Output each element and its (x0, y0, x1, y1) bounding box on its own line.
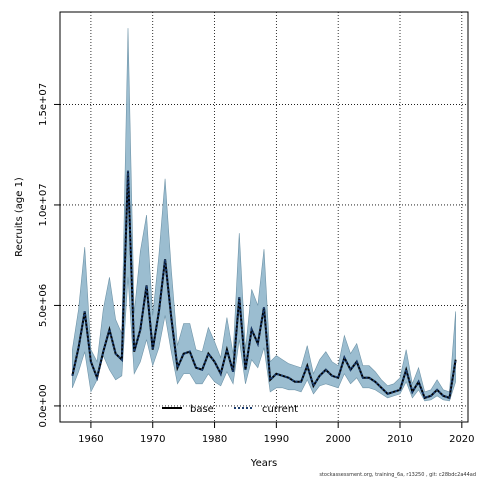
x-tick-label-1: 1970 (140, 434, 165, 445)
x-axis-label: Years (250, 458, 277, 469)
y-tick-label-3: 1.5e+07 (38, 83, 49, 126)
confidence-band (72, 28, 456, 402)
x-tick-label-6: 2020 (449, 434, 474, 445)
series-line-current (71, 170, 457, 400)
x-tick-label-0: 1960 (78, 434, 103, 445)
legend-current-label: current (262, 404, 298, 415)
series-lines (71, 170, 457, 400)
x-tick-label-4: 2000 (325, 434, 350, 445)
confidence-band-area (72, 28, 456, 402)
y-axis: 0.0e+00 5.0e+06 1.0e+07 1.5e+07 (38, 83, 60, 428)
y-tick-label-0: 0.0e+00 (38, 384, 49, 427)
x-axis: 1960 1970 1980 1990 2000 2010 2020 (78, 422, 475, 445)
x-tick-label-5: 2010 (387, 434, 412, 445)
legend: base current (162, 404, 298, 415)
x-tick-label-2: 1980 (202, 434, 227, 445)
y-tick-label-2: 1.0e+07 (38, 183, 49, 226)
y-axis-label: Recruits (age 1) (14, 177, 25, 257)
legend-base-label: base (190, 404, 214, 415)
x-tick-label-3: 1990 (264, 434, 289, 445)
footer-note: stockassessment.org, training_6a, r13250… (319, 472, 476, 478)
y-tick-label-1: 5.0e+06 (38, 284, 49, 327)
plot-frame (59, 11, 469, 423)
